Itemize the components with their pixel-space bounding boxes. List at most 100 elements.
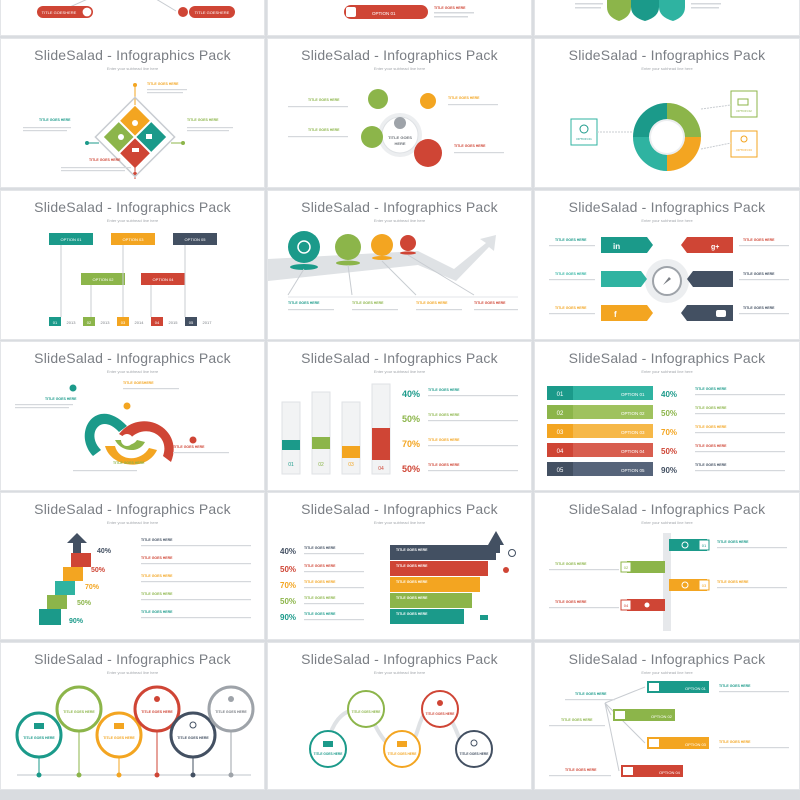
- slide-tree-tags[interactable]: SlideSalad - Infographics Pack Enter you…: [534, 642, 800, 790]
- svg-text:03: 03: [702, 583, 707, 588]
- svg-text:in: in: [613, 242, 620, 251]
- slide-subtitle: Enter your subhead line here: [106, 369, 159, 374]
- slide-subtitle: Enter your subhead line here: [106, 670, 159, 675]
- svg-text:TITLE GOES HERE: TITLE GOES HERE: [141, 538, 173, 542]
- svg-text:TITLE GOES HERE: TITLE GOES HERE: [215, 710, 247, 714]
- svg-text:01: 01: [288, 462, 294, 468]
- tag-left-text: TITLE GOESHERE: [42, 10, 77, 15]
- slide-title: SlideSalad - Infographics Pack: [301, 350, 498, 366]
- svg-text:TITLE GOES HERE: TITLE GOES HERE: [23, 736, 55, 740]
- svg-text:TITLE GOES HERE: TITLE GOES HERE: [695, 463, 727, 467]
- tag-icon: [189, 436, 197, 444]
- search-icon: [123, 402, 131, 410]
- ribbon-row: 01 OPTION 01 40%: [547, 386, 677, 400]
- slide-pole-steps[interactable]: SlideSalad - Infographics Pack Enter you…: [534, 492, 800, 640]
- svg-text:90%: 90%: [661, 466, 677, 475]
- slide-subtitle: Enter your subhead line here: [641, 218, 693, 223]
- options-partial-graphic: OPTION 01 TITLE GOES HERE: [344, 5, 474, 19]
- svg-text:TITLE GOES HERE: TITLE GOES HERE: [555, 238, 587, 242]
- svg-text:TITLE GOES HERE: TITLE GOES HERE: [695, 406, 727, 410]
- slide-stairs[interactable]: SlideSalad - Infographics Pack Enter you…: [0, 492, 265, 640]
- pins-partial-graphic: [575, 0, 721, 21]
- svg-text:TITLE GOES HERE: TITLE GOES HERE: [352, 301, 384, 305]
- svg-text:04: 04: [378, 466, 384, 472]
- slide-title: SlideSalad - Infographics Pack: [568, 47, 766, 63]
- svg-text:TITLE GOES HERE: TITLE GOES HERE: [187, 118, 219, 122]
- svg-text:40%: 40%: [97, 548, 112, 555]
- svg-text:02: 02: [87, 320, 92, 325]
- slide-bars3d[interactable]: SlideSalad - Infographics Pack Enter you…: [267, 341, 532, 491]
- svg-text:OPTION 04: OPTION 04: [659, 770, 681, 775]
- svg-text:TITLE GOES HERE: TITLE GOES HERE: [460, 752, 489, 756]
- slide-subtitle: Enter your subhead line here: [373, 66, 426, 71]
- slide-wave-path[interactable]: SlideSalad - Infographics Pack Enter you…: [267, 642, 532, 790]
- svg-text:TITLE GOES HERE: TITLE GOES HERE: [147, 82, 179, 86]
- slide-spiral[interactable]: SlideSalad - Infographics Pack Enter you…: [0, 341, 265, 491]
- svg-text:g+: g+: [711, 244, 719, 251]
- svg-text:TITLE GOES: TITLE GOES: [388, 135, 412, 140]
- svg-text:50%: 50%: [402, 414, 420, 424]
- svg-text:50%: 50%: [402, 464, 420, 474]
- svg-text:70%: 70%: [402, 439, 420, 449]
- slide-title: SlideSalad - Infographics Pack: [568, 501, 766, 517]
- search-icon: [508, 549, 516, 557]
- cart-icon: [368, 89, 388, 109]
- svg-text:70%: 70%: [85, 584, 100, 591]
- slide-cycle[interactable]: SlideSalad - Infographics Pack Enter you…: [534, 38, 800, 188]
- svg-text:2013: 2013: [67, 320, 77, 325]
- svg-text:TITLE GOES HERE: TITLE GOES HERE: [352, 710, 381, 714]
- svg-text:TITLE GOES HERE: TITLE GOES HERE: [45, 397, 77, 401]
- slide-circle-row[interactable]: SlideSalad - Infographics Pack Enter you…: [0, 642, 265, 790]
- slide-ribbon-options[interactable]: SlideSalad - Infographics Pack Enter you…: [534, 341, 800, 491]
- svg-text:03: 03: [121, 320, 126, 325]
- slide-diamond[interactable]: SlideSalad - Infographics Pack Enter you…: [0, 38, 265, 188]
- pie-chart-icon: [118, 134, 124, 140]
- slide-row0-col0[interactable]: TITLE GOESHERE TITLE GOESHERE: [0, 0, 265, 36]
- cart-icon: [114, 723, 124, 729]
- wave-path-graphic: TITLE GOES HERE TITLE GOES HERE TITLE GO…: [309, 690, 493, 768]
- slide-social[interactable]: SlideSalad - Infographics Pack Enter you…: [534, 190, 800, 340]
- user-icon: [437, 700, 443, 706]
- slide-row0-col2[interactable]: [534, 0, 800, 36]
- gear-icon: [579, 124, 589, 134]
- slide-title: SlideSalad - Infographics Pack: [301, 199, 498, 215]
- slide-row0-col1[interactable]: OPTION 01 TITLE GOES HERE: [267, 0, 532, 36]
- slide-subtitle: Enter your subhead line here: [641, 670, 693, 675]
- svg-text:TITLE GOES HERE: TITLE GOES HERE: [89, 158, 121, 162]
- rocket-icon: [371, 234, 393, 256]
- social-graphic: in f g+ TITLE GOES HERE TITLE GOES HERE …: [549, 237, 789, 321]
- slide-subtitle: Enter your subhead line here: [106, 218, 159, 223]
- svg-text:TITLE GOES HERE: TITLE GOES HERE: [103, 736, 135, 740]
- search-icon: [470, 739, 478, 747]
- diamond-graphic: TITLE GOES HERE TITLE GOES HERE TITLE GO…: [23, 82, 233, 179]
- slide-growth-path[interactable]: SlideSalad - Infographics Pack Enter you…: [267, 190, 532, 340]
- user-icon: [154, 696, 160, 702]
- svg-text:TITLE GOES HERE: TITLE GOES HERE: [177, 736, 209, 740]
- svg-text:TITLE GOES HERE: TITLE GOES HERE: [743, 238, 775, 242]
- svg-text:TITLE GOES HERE: TITLE GOES HERE: [428, 413, 460, 417]
- svg-text:04: 04: [557, 449, 564, 455]
- svg-text:OPTION 01: OPTION 01: [621, 392, 645, 397]
- svg-text:05: 05: [189, 320, 194, 325]
- svg-text:TITLE GOES HERE: TITLE GOES HERE: [113, 461, 145, 465]
- slide-title: SlideSalad - Infographics Pack: [34, 350, 231, 366]
- svg-text:TITLE GOES HERE: TITLE GOES HERE: [555, 272, 587, 276]
- svg-text:TITLE GOES HERE: TITLE GOES HERE: [141, 556, 173, 560]
- slide-ribbon-timeline[interactable]: SlideSalad - Infographics Pack Enter you…: [0, 190, 265, 340]
- svg-text:TITLE GOES HERE: TITLE GOES HERE: [719, 740, 751, 744]
- svg-text:TITLE GOES HERE: TITLE GOES HERE: [141, 710, 173, 714]
- arrow-up-icon: [67, 533, 87, 555]
- gear-icon: [69, 384, 77, 392]
- googleplus-icon: [681, 237, 733, 253]
- svg-text:HERE: HERE: [394, 141, 405, 146]
- slide-subtitle: Enter your subhead line here: [641, 66, 693, 71]
- slide-circle-cluster[interactable]: SlideSalad - Infographics Pack Enter you…: [267, 38, 532, 188]
- svg-text:TITLE GOES HERE: TITLE GOES HERE: [561, 718, 593, 722]
- svg-text:01: 01: [702, 543, 707, 548]
- slide-subtitle: Enter your subhead line here: [106, 66, 159, 71]
- slide-stack-arrows[interactable]: SlideSalad - Infographics Pack Enter you…: [267, 492, 532, 640]
- svg-text:TITLE GOES HERE: TITLE GOES HERE: [474, 301, 506, 305]
- svg-text:50%: 50%: [91, 567, 106, 574]
- svg-text:50%: 50%: [280, 565, 296, 574]
